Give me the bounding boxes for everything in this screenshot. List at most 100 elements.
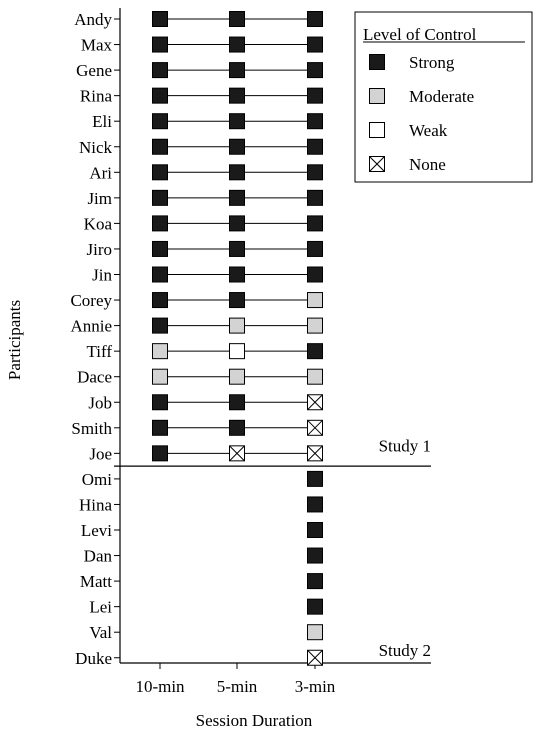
x-axis-title: Session Duration [196,711,313,730]
participant-label-corey: Corey [70,291,112,310]
marker-max-10-min [152,36,168,53]
participant-label-jiro: Jiro [87,240,113,259]
legend-marker-none [369,156,385,172]
marker-eli-3-min [307,113,323,130]
participant-label-rina: Rina [80,87,113,106]
participant-label-val: Val [89,623,112,642]
marker-dace-5-min [229,368,245,385]
legend-label-moderate: Moderate [409,87,474,106]
participant-label-koa: Koa [84,214,113,233]
marker-hina-3-min [307,496,323,513]
x-tick-labels: 10-min 5-min 3-min [135,677,335,696]
marker-rina-10-min [152,87,168,104]
marker-jiro-3-min [307,240,323,257]
participant-label-andy: Andy [74,10,112,29]
y-axis-title: Participants [5,300,24,380]
legend-marker-strong [369,54,385,70]
marker-dace-3-min [307,368,323,385]
marker-max-5-min [229,36,245,53]
marker-jiro-5-min [229,240,245,257]
marker-joe-5-min [229,445,245,462]
participant-labels: Andy Max Gene Rina Eli Nick Ari Jim Koa Jiro Jin Co… [70,10,112,668]
marker-levi-3-min [307,522,323,538]
marker-ari-3-min [307,164,323,181]
participant-lines [160,18,315,454]
legend-marker-moderate [369,88,385,104]
marker-jim-5-min [229,189,245,206]
participant-label-jin: Jin [92,266,112,285]
marker-eli-10-min [152,113,168,130]
marker-corey-3-min [307,292,323,309]
marker-gene-10-min [152,62,168,79]
legend-items: Strong Moderate Weak None [369,53,474,174]
participant-label-joe: Joe [89,444,112,463]
legend-label-strong: Strong [409,53,455,72]
participant-label-matt: Matt [80,572,112,591]
marker-rina-5-min [229,87,245,104]
marker-gene-3-min [307,62,323,79]
participant-label-eli: Eli [92,112,112,131]
legend-label-none: None [409,155,446,174]
marker-jin-10-min [152,266,168,283]
legend-title: Level of Control [363,25,477,44]
participant-label-gene: Gene [76,61,112,80]
participant-label-levi: Levi [81,521,112,540]
legend: Level of Control Strong Moderate Weak None [354,11,533,183]
marker-nick-3-min [307,138,323,155]
study-label-1: Study 1 [379,436,431,455]
marker-annie-10-min [152,317,168,334]
study-separators: Study 1 Study 2 [114,436,431,660]
marker-corey-10-min [152,292,168,309]
marker-job-5-min [229,394,245,411]
marker-annie-3-min [307,317,323,334]
marker-dace-10-min [152,368,168,385]
participant-label-ari: Ari [89,163,112,182]
participant-label-dace: Dace [77,368,112,387]
participant-label-nick: Nick [79,138,113,157]
marker-jim-10-min [152,189,168,206]
marker-smith-3-min [307,419,323,436]
participant-label-lei: Lei [89,598,112,617]
participant-label-smith: Smith [71,419,112,438]
marker-joe-10-min [152,445,168,462]
legend-label-weak: Weak [409,121,448,140]
marker-annie-5-min [229,317,245,334]
markers [152,11,323,666]
study-label-2: Study 2 [379,641,431,660]
participant-label-omi: Omi [82,470,113,489]
marker-jin-3-min [307,266,323,283]
marker-tiff-10-min [152,343,168,360]
marker-smith-10-min [152,419,168,436]
legend-marker-weak [369,122,385,138]
participant-label-max: Max [81,36,113,55]
marker-koa-5-min [229,215,245,232]
marker-ari-10-min [152,164,168,181]
marker-andy-5-min [229,11,245,27]
marker-val-3-min [307,624,323,641]
x-tick-label-10-min: 10-min [135,677,185,696]
marker-smith-5-min [229,419,245,436]
marker-job-3-min [307,394,323,411]
marker-gene-5-min [229,62,245,79]
marker-omi-3-min [307,470,323,487]
marker-jiro-10-min [152,240,168,257]
marker-tiff-3-min [307,343,323,360]
marker-job-10-min [152,394,168,411]
marker-tiff-5-min [229,343,245,360]
marker-andy-10-min [152,11,168,27]
marker-jin-5-min [229,266,245,283]
participant-label-jim: Jim [87,189,112,208]
marker-eli-5-min [229,113,245,130]
participant-label-hina: Hina [79,495,113,514]
participant-label-duke: Duke [75,649,112,668]
marker-duke-3-min [307,649,323,666]
marker-lei-3-min [307,598,323,615]
marker-joe-3-min [307,445,323,462]
marker-nick-10-min [152,138,168,155]
marker-rina-3-min [307,87,323,104]
axes [119,8,431,664]
marker-koa-10-min [152,215,168,232]
marker-koa-3-min [307,215,323,232]
participant-label-tiff: Tiff [86,342,112,361]
marker-nick-5-min [229,138,245,155]
